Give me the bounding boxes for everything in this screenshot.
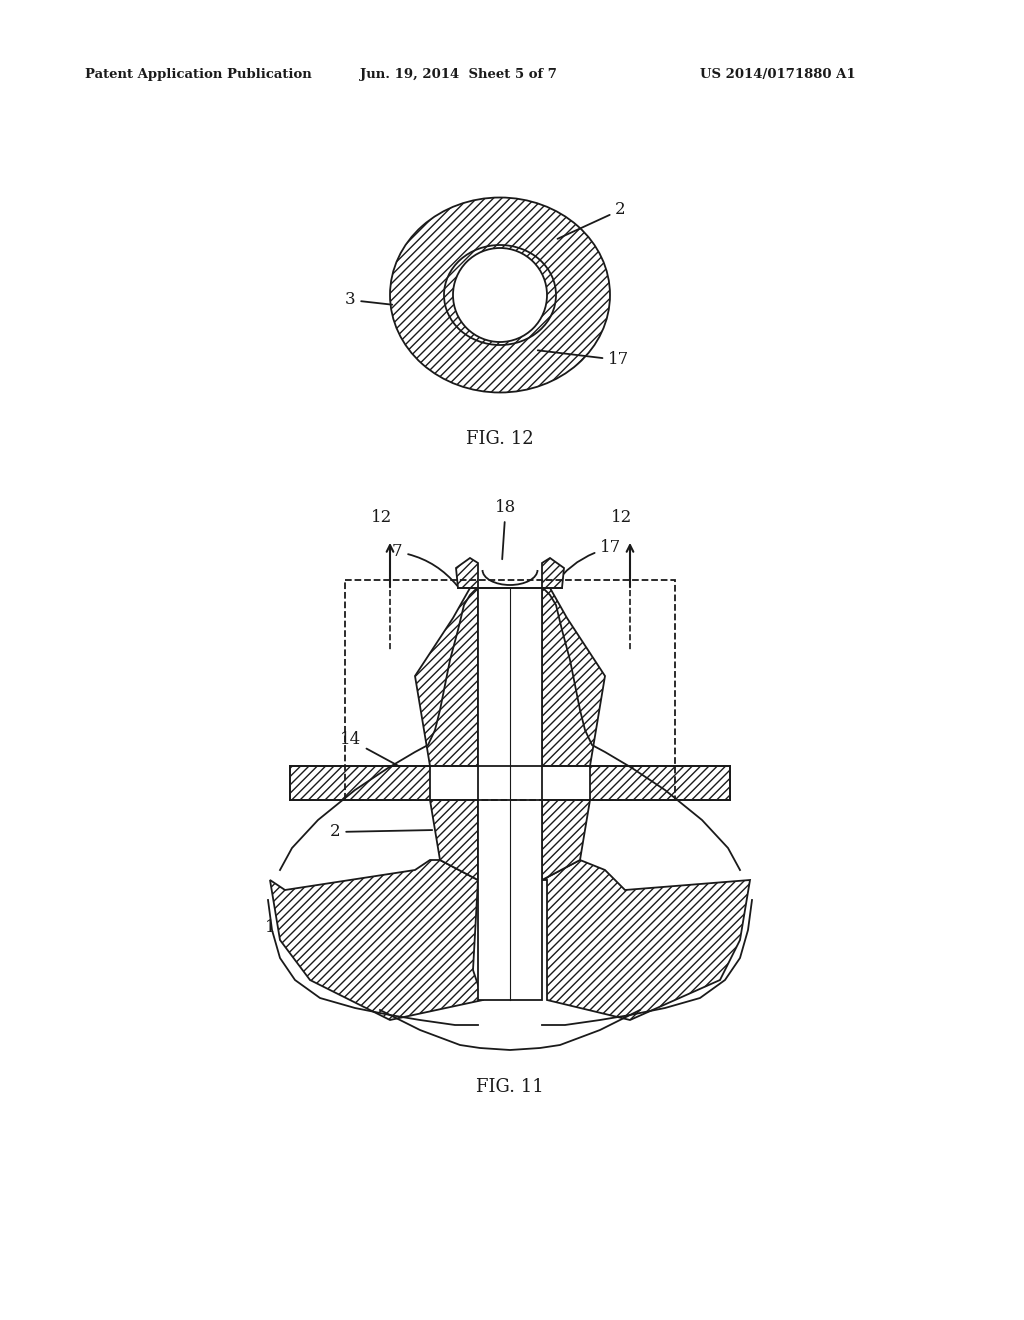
Text: 18: 18 xyxy=(495,499,516,560)
Text: 3: 3 xyxy=(591,781,676,800)
Text: 7: 7 xyxy=(392,544,458,586)
Circle shape xyxy=(453,248,547,342)
Polygon shape xyxy=(542,800,590,880)
Text: 2: 2 xyxy=(330,824,432,841)
Text: US 2014/0171880 A1: US 2014/0171880 A1 xyxy=(700,69,856,81)
Text: Jun. 19, 2014  Sheet 5 of 7: Jun. 19, 2014 Sheet 5 of 7 xyxy=(360,69,557,81)
Text: FIG. 11: FIG. 11 xyxy=(476,1078,544,1096)
Text: 3: 3 xyxy=(345,292,392,309)
Polygon shape xyxy=(290,766,430,800)
Polygon shape xyxy=(456,558,478,587)
Polygon shape xyxy=(542,861,750,1020)
Text: 17: 17 xyxy=(554,540,622,586)
Text: FIG. 12: FIG. 12 xyxy=(466,430,534,447)
Polygon shape xyxy=(590,766,730,800)
Ellipse shape xyxy=(390,198,610,392)
Text: 12: 12 xyxy=(372,510,392,525)
Text: 17: 17 xyxy=(538,350,630,368)
Bar xyxy=(345,579,675,800)
Polygon shape xyxy=(542,587,605,766)
Text: Patent Application Publication: Patent Application Publication xyxy=(85,69,311,81)
Polygon shape xyxy=(415,587,478,766)
Polygon shape xyxy=(270,861,483,1020)
Text: 14: 14 xyxy=(340,731,428,781)
Text: 12: 12 xyxy=(611,510,633,525)
Bar xyxy=(478,587,542,1001)
Polygon shape xyxy=(430,800,478,880)
Polygon shape xyxy=(542,558,564,587)
Text: 4: 4 xyxy=(663,952,721,979)
Text: 2: 2 xyxy=(557,202,626,239)
Text: 1: 1 xyxy=(265,920,307,949)
